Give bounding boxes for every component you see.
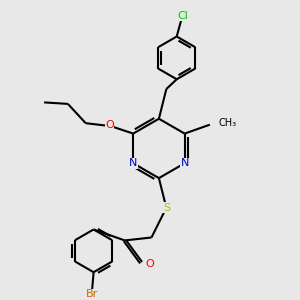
Text: N: N [180, 158, 189, 168]
Text: N: N [129, 158, 137, 168]
Text: Cl: Cl [177, 11, 188, 21]
Text: O: O [105, 120, 114, 130]
Text: CH₃: CH₃ [219, 118, 237, 128]
Text: Br: Br [86, 290, 98, 299]
Text: S: S [163, 203, 170, 213]
Text: O: O [146, 259, 154, 269]
